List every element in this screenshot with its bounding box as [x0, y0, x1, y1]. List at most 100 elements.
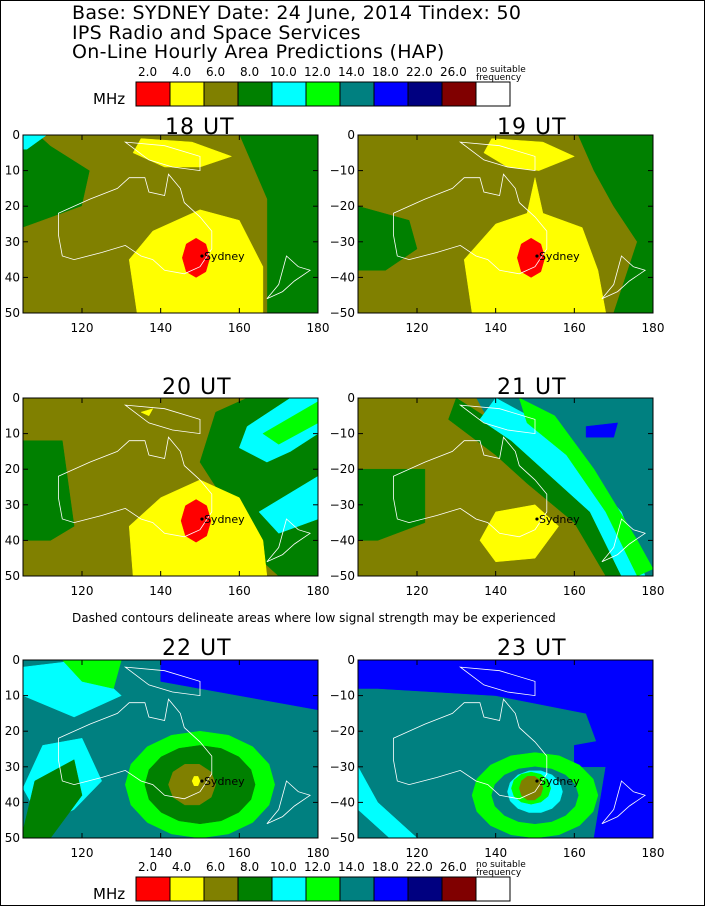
frequency-zone [585, 422, 618, 438]
x-tick-label: 120 [71, 321, 94, 335]
legend-top-tick-label: 8.0 [240, 65, 259, 79]
legend-bottom-tick-label: 10.0 [270, 860, 297, 874]
legend-top-tick-label: 14.0 [338, 65, 365, 79]
map-panel-2: Sydney 0 10 20 30 40 50 120 140 160 180 [5, 391, 330, 598]
frequency-zone [140, 408, 154, 417]
x-tick-label: 140 [484, 846, 507, 860]
legend-bottom-swatch-3 [237, 876, 273, 902]
legend-bottom: 2.0 4.0 6.0 8.0 10.0 12.0 14.0 18.0 22.0 26.0 no s… [93, 860, 526, 903]
frequency-zone [258, 476, 318, 534]
legend-bottom-tick-label: 18.0 [372, 860, 399, 874]
dashed-contour-note: Dashed contours delineate areas where lo… [72, 611, 556, 625]
coastline [58, 436, 213, 538]
legend-top-swatch-7 [373, 81, 409, 107]
x-tick-label: 160 [563, 321, 586, 335]
y-tick-label: 50 [5, 569, 20, 583]
y-tick-label: −10 [330, 689, 355, 703]
legend-top-tick-label: 22.0 [406, 65, 433, 79]
y-tick-label: −30 [330, 498, 355, 512]
y-tick-label: 40 [5, 795, 20, 809]
x-tick-label: 180 [642, 846, 665, 860]
map-panel-3: Sydney 0 −10 −20 −30 −40 −50 120 140 160 180 [330, 391, 665, 598]
frequency-zone [479, 504, 559, 563]
y-tick-label: 0 [12, 653, 20, 667]
y-tick-label: 40 [5, 270, 20, 284]
y-tick-label: −20 [330, 199, 355, 213]
panel-title-23ut: 23 UT [497, 636, 567, 661]
legend-top-tick-label: 10.0 [270, 65, 297, 79]
frequency-zone [358, 205, 418, 271]
frequency-zone [160, 660, 318, 711]
y-tick-label: 0 [12, 391, 20, 405]
y-tick-label: −40 [330, 795, 355, 809]
legend-top-tick-label: 18.0 [372, 65, 399, 79]
y-tick-label: 20 [5, 724, 20, 738]
y-tick-label: 0 [347, 653, 355, 667]
header-line-1: Base: SYDNEY Date: 24 June, 2014 Tindex:… [72, 2, 522, 24]
legend-bottom-swatch-4 [271, 876, 307, 902]
frequency-zone [180, 499, 212, 543]
header-line-3: On-Line Hourly Area Predictions (HAP) [72, 41, 445, 63]
y-tick-label: 30 [5, 760, 20, 774]
x-tick-label: 180 [307, 584, 330, 598]
x-tick-label: 120 [406, 584, 429, 598]
legend-top: 2.0 4.0 6.0 8.0 10.0 12.0 14.0 18.0 22.0 26.0 no s… [93, 65, 526, 108]
coastline [601, 780, 647, 825]
y-tick-label: 20 [5, 462, 20, 476]
x-tick-label: 180 [642, 321, 665, 335]
frequency-zone [61, 660, 122, 689]
y-tick-label: −30 [330, 760, 355, 774]
legend-bottom-no-freq-label: no suitable [476, 860, 526, 870]
y-tick-label: 10 [5, 427, 20, 441]
coastline [123, 404, 201, 435]
y-tick-label: −20 [330, 724, 355, 738]
sydney-marker [535, 779, 539, 783]
x-tick-label: 140 [149, 846, 172, 860]
x-tick-label: 120 [71, 584, 94, 598]
map-panel-0: Sydney 0 10 20 30 40 50 120 140 160 180 [5, 128, 330, 335]
coastline [458, 666, 536, 697]
legend-bottom-swatch-7 [373, 876, 409, 902]
y-tick-label: −30 [330, 235, 355, 249]
sydney-marker [200, 254, 204, 258]
x-tick-label: 160 [228, 846, 251, 860]
legend-bottom-swatch-8 [407, 876, 443, 902]
coastline [266, 255, 312, 300]
legend-bottom-unit-label: MHz [93, 885, 125, 903]
x-tick-label: 160 [228, 321, 251, 335]
legend-bottom-tick-label: 2.0 [138, 860, 157, 874]
y-tick-label: −50 [330, 306, 355, 320]
x-tick-label: 140 [149, 321, 172, 335]
y-tick-label: −40 [330, 533, 355, 547]
sydney-label: Sydney [539, 250, 580, 263]
y-tick-label: 20 [5, 199, 20, 213]
y-tick-label: 40 [5, 533, 20, 547]
coastline [266, 780, 312, 825]
legend-top-swatch-6 [339, 81, 375, 107]
x-tick-label: 120 [71, 846, 94, 860]
coastline [393, 698, 548, 800]
legend-top-swatch-1 [169, 81, 205, 107]
coastline [458, 404, 536, 435]
frequency-zone [578, 135, 653, 313]
sydney-label: Sydney [204, 513, 245, 526]
coastline [58, 173, 213, 275]
y-tick-label: 50 [5, 831, 20, 845]
coastline [58, 698, 213, 800]
frequency-zone [182, 237, 211, 278]
sydney-label: Sydney [204, 250, 245, 263]
legend-top-no-freq-label: frequency [476, 73, 522, 83]
map-frame [357, 134, 654, 314]
legend-bottom-tick-label: 6.0 [206, 860, 225, 874]
map-frame [22, 659, 319, 839]
legend-top-tick-label: 26.0 [440, 65, 467, 79]
legend-bottom-swatch-9 [441, 876, 477, 902]
coastline [123, 666, 201, 697]
legend-top-swatch-5 [305, 81, 341, 107]
x-tick-label: 140 [484, 584, 507, 598]
y-tick-label: 30 [5, 235, 20, 249]
x-tick-label: 180 [307, 846, 330, 860]
x-tick-label: 180 [642, 584, 665, 598]
legend-bottom-swatch-10 [475, 876, 511, 902]
